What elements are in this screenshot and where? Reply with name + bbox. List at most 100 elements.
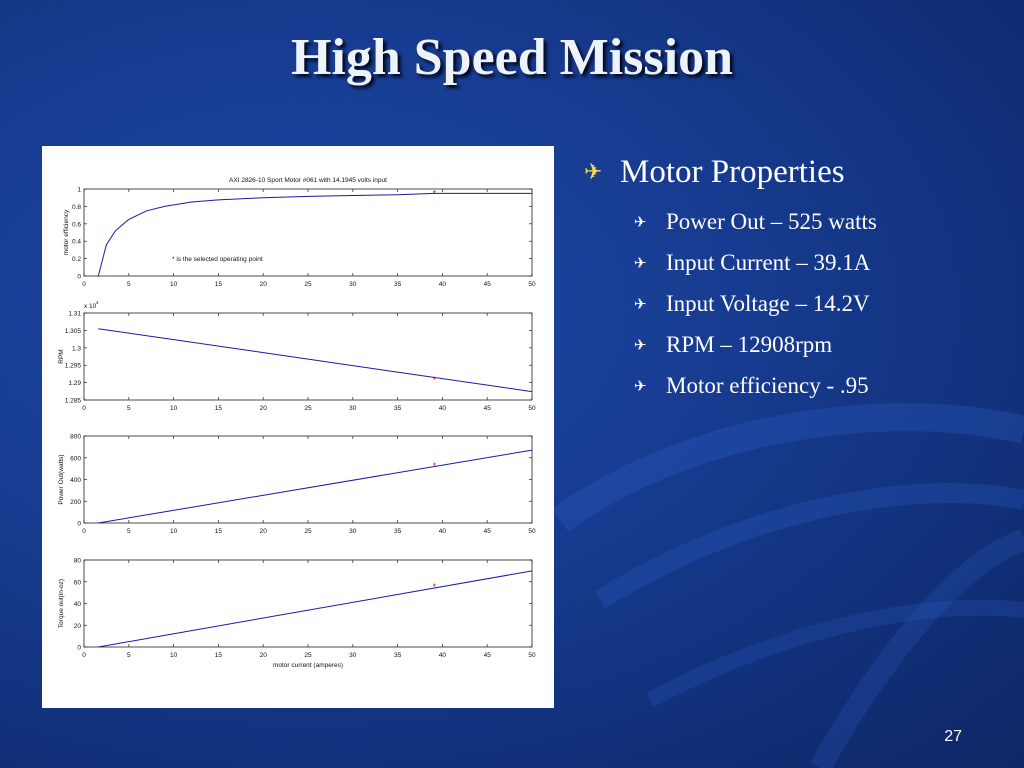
- x-tick-label: 25: [304, 652, 312, 659]
- y-tick-label: 0: [77, 645, 81, 652]
- x-tick-label: 30: [349, 652, 357, 659]
- x-tick-label: 35: [394, 528, 402, 535]
- sub-bullet-label: RPM – 12908rpm: [666, 331, 833, 357]
- x-tick-label: 5: [127, 281, 131, 288]
- x-tick-label: 0: [82, 528, 86, 535]
- y-tick-label: 80: [74, 558, 82, 565]
- x-axis-label: motor current (amperes): [273, 662, 343, 669]
- y-tick-label: 600: [70, 455, 81, 462]
- x-tick-label: 45: [484, 281, 492, 288]
- y-tick-label: 0.6: [72, 221, 81, 228]
- y-axis-label: RPM: [58, 349, 65, 363]
- x-tick-label: 35: [394, 405, 402, 412]
- airplane-icon: ✈: [584, 160, 603, 185]
- y-tick-label: 20: [74, 623, 82, 630]
- y-tick-label: 1.3: [72, 345, 81, 352]
- operating-point-marker: *: [433, 188, 437, 198]
- chart-title: AXI 2826-10 Sport Motor #061 with 14.194…: [229, 177, 387, 184]
- airplane-icon: ✈: [634, 253, 647, 272]
- x-tick-label: 45: [484, 652, 492, 659]
- airplane-icon: ✈: [634, 294, 647, 313]
- x-tick-label: 5: [127, 405, 131, 412]
- sub-bullet-label: Motor efficiency - .95: [666, 372, 869, 398]
- sub-bullet-label: Input Voltage – 14.2V: [666, 290, 870, 316]
- y-tick-label: 400: [70, 477, 81, 484]
- y-tick-label: 0: [77, 521, 81, 528]
- sub-bullet-item: ✈ Power Out – 525 watts: [634, 201, 1004, 242]
- sub-bullet-item: ✈ Input Current – 39.1A: [634, 242, 1004, 283]
- x-tick-label: 40: [439, 281, 447, 288]
- y-exponent-value: 4: [96, 300, 99, 305]
- series-line: [98, 570, 533, 648]
- y-axis-label: motor efficiency: [63, 209, 70, 255]
- y-tick-label: 800: [70, 434, 81, 441]
- y-axis-label: Power Out(watts): [58, 454, 65, 504]
- y-tick-label: 1.305: [65, 328, 82, 335]
- x-tick-label: 50: [528, 281, 536, 288]
- x-tick-label: 15: [215, 281, 223, 288]
- x-tick-label: 15: [215, 652, 223, 659]
- y-tick-label: 1.31: [68, 311, 81, 318]
- plot-frame: [83, 559, 533, 648]
- x-tick-label: 30: [349, 405, 357, 412]
- x-tick-label: 0: [82, 652, 86, 659]
- x-tick-label: 0: [82, 281, 86, 288]
- y-tick-label: 0.8: [72, 204, 81, 211]
- series-line: [97, 192, 532, 277]
- x-tick-label: 15: [215, 528, 223, 535]
- plot-frame: [83, 435, 533, 524]
- chart-figure: 0 5 10 15 20 25 30 35 40 45 50 0 0.2 0.4 0.6 0.8 1 motor …: [42, 146, 554, 708]
- x-tick-label: 10: [170, 281, 178, 288]
- y-tick-label: 0.4: [72, 239, 81, 246]
- airplane-icon: ✈: [634, 212, 647, 231]
- y-exponent-label: x 10: [84, 303, 97, 310]
- x-tick-label: 20: [260, 405, 268, 412]
- x-tick-label: 35: [394, 281, 402, 288]
- x-tick-label: 40: [439, 652, 447, 659]
- chart-annotation: * is the selected operating point: [172, 256, 263, 263]
- y-tick-label: 1.29: [68, 380, 81, 387]
- y-axis-label: Torque out(in-oz): [58, 579, 65, 628]
- sub-bullet-label: Input Current – 39.1A: [666, 249, 871, 275]
- x-tick-label: 45: [484, 405, 492, 412]
- x-tick-label: 20: [260, 528, 268, 535]
- bullet-main: ✈ Motor Properties: [584, 154, 1004, 191]
- x-tick-label: 5: [127, 652, 131, 659]
- y-tick-label: 60: [74, 579, 82, 586]
- sub-bullet-list: ✈ Power Out – 525 watts ✈ Input Current …: [584, 201, 1004, 406]
- x-tick-label: 25: [304, 405, 312, 412]
- operating-point-marker: *: [433, 461, 437, 471]
- plot-frame: [83, 188, 533, 277]
- sub-bullet-item: ✈ RPM – 12908rpm: [634, 324, 1004, 365]
- x-tick-label: 40: [439, 405, 447, 412]
- operating-point-marker: *: [433, 375, 437, 385]
- bullet-main-label: Motor Properties: [620, 154, 845, 190]
- x-tick-label: 10: [170, 405, 178, 412]
- x-tick-label: 50: [528, 528, 536, 535]
- y-tick-label: 1: [77, 187, 81, 194]
- x-tick-label: 0: [82, 405, 86, 412]
- slide-title: High Speed Mission: [290, 29, 734, 86]
- series-line: [98, 328, 533, 393]
- x-tick-label: 10: [170, 652, 178, 659]
- x-tick-label: 45: [484, 528, 492, 535]
- airplane-icon: ✈: [634, 376, 647, 395]
- x-tick-label: 25: [304, 281, 312, 288]
- x-tick-label: 50: [528, 652, 536, 659]
- x-tick-label: 50: [528, 405, 536, 412]
- sub-bullet-label: Power Out – 525 watts: [666, 208, 877, 234]
- x-tick-label: 10: [170, 528, 178, 535]
- airplane-icon: ✈: [634, 335, 647, 354]
- x-tick-label: 20: [260, 281, 268, 288]
- y-tick-label: 1.285: [65, 398, 82, 405]
- series-line: [98, 449, 533, 524]
- x-tick-label: 25: [304, 528, 312, 535]
- page-number: 27: [944, 728, 962, 745]
- x-tick-label: 30: [349, 528, 357, 535]
- sub-bullet-item: ✈ Motor efficiency - .95: [634, 365, 1004, 406]
- y-tick-label: 40: [74, 601, 82, 608]
- bullet-list: ✈ Motor Properties ✈ Power Out – 525 wat…: [584, 154, 1004, 406]
- x-tick-label: 30: [349, 281, 357, 288]
- y-tick-label: 0: [77, 274, 81, 281]
- chart-svg: 0 5 10 15 20 25 30 35 40 45 5000.20.40.60.81motor …: [58, 177, 536, 669]
